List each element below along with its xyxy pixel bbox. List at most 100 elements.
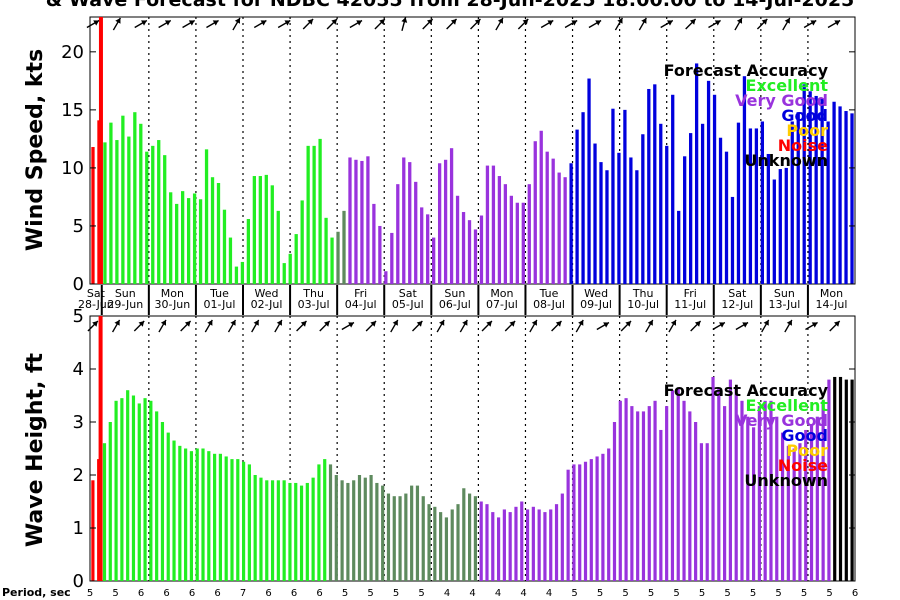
wave-y-tick-label: 1 (73, 518, 84, 539)
wave-bar (699, 443, 704, 581)
wave-bar (207, 451, 211, 581)
wind-bar (366, 156, 370, 284)
wave-bar (647, 406, 651, 581)
wind-direction-arrow (158, 19, 172, 29)
wave-bar (369, 475, 373, 581)
wind-bar (694, 63, 699, 284)
wind-bar (635, 170, 639, 284)
wave-direction-arrow (411, 320, 423, 332)
wind-bar (264, 174, 268, 284)
wave-bar (120, 398, 124, 581)
date-dow-label: Mon (161, 287, 184, 300)
wave-bar (288, 482, 292, 581)
wind-bar (599, 162, 603, 284)
wind-direction-arrow (517, 18, 529, 30)
date-dow-label: Mon (820, 287, 843, 300)
legend-item: Noise (778, 136, 828, 155)
wind-direction-arrow (803, 19, 817, 29)
wave-bar (502, 509, 506, 581)
wave-direction-arrow (296, 320, 307, 332)
wave-bar (357, 475, 362, 581)
period-value: 5 (724, 588, 730, 599)
wind-bar (569, 163, 573, 284)
wave-bar (583, 461, 588, 581)
wind-bar (222, 209, 227, 284)
wave-bar (612, 422, 617, 581)
wave-bar (804, 429, 808, 581)
wind-bar (455, 195, 460, 284)
wind-plot-area (89, 16, 856, 285)
wind-bar (461, 212, 466, 284)
wave-bar (363, 477, 367, 581)
wind-bar (587, 78, 591, 284)
wave-y-ticks: 0 1 2 3 4 5 (73, 306, 855, 592)
wave-direction-arrow (87, 320, 99, 332)
wave-bar (340, 480, 344, 581)
wave-direction-arrow (829, 320, 841, 332)
wind-bar (712, 94, 717, 284)
period-value: 4 (520, 588, 526, 599)
wind-bar (360, 160, 364, 284)
wave-bar (717, 387, 721, 581)
wave-bar (786, 445, 790, 581)
wind-direction-arrow (253, 19, 267, 29)
wave-direction-arrow (251, 319, 260, 333)
wind-bar (485, 165, 490, 284)
date-dow-label: Sun (774, 287, 795, 300)
wind-bar (611, 108, 615, 284)
wave-bar (439, 512, 443, 581)
wave-bar (427, 504, 431, 581)
period-value: 5 (648, 588, 654, 599)
date-label: 10-Jul (627, 298, 659, 311)
wind-bar (175, 203, 179, 284)
wind-direction-arrow (588, 19, 602, 29)
wind-bar (617, 152, 621, 284)
wind-bar (414, 181, 418, 284)
wave-bar (213, 453, 217, 581)
wave-direction-arrow (596, 321, 610, 331)
wave-bar (525, 509, 530, 581)
wind-bar (103, 142, 107, 284)
wave-bar (201, 448, 205, 581)
wave-bar (126, 390, 130, 581)
wave-bar (566, 469, 570, 581)
wind-bar (814, 95, 818, 284)
wind-bars (91, 17, 854, 285)
legend-item: Good (781, 426, 828, 445)
legend-item: Excellent (746, 396, 829, 415)
wind-bar (832, 101, 836, 285)
wave-bar (560, 493, 564, 581)
wave-bar (670, 390, 675, 581)
wave-direction-arrow (341, 321, 355, 331)
wave-bar (276, 480, 280, 581)
wind-direction-arrow (326, 18, 338, 30)
wave-bar (641, 411, 646, 581)
wave-bar (462, 488, 466, 581)
wave-bar (265, 480, 269, 581)
wave-bar (155, 411, 159, 581)
wave-direction-arrow (668, 319, 677, 333)
wind-bar (581, 112, 585, 284)
period-value: 5 (342, 588, 348, 599)
wave-bar (450, 509, 454, 581)
wind-bar (689, 133, 693, 284)
wind-bar (700, 123, 705, 284)
legend-title: Forecast Accuracy (664, 381, 829, 400)
date-dow-label: Tue (209, 287, 229, 300)
period-value: 5 (597, 588, 603, 599)
wind-bar (408, 162, 412, 284)
wave-bar (230, 459, 234, 581)
wind-bar (127, 136, 131, 284)
wave-bar (421, 496, 425, 581)
date-dow-label: Sun (444, 287, 465, 300)
wave-bar (398, 496, 402, 581)
period-value: 6 (265, 588, 271, 599)
period-value: 5 (393, 588, 399, 599)
period-value: 5 (622, 588, 628, 599)
wave-bar (763, 400, 767, 581)
wind-bar (252, 176, 256, 284)
wind-bar (784, 167, 788, 284)
date-label: 01-Jul (204, 298, 236, 311)
wind-bar (653, 84, 657, 284)
